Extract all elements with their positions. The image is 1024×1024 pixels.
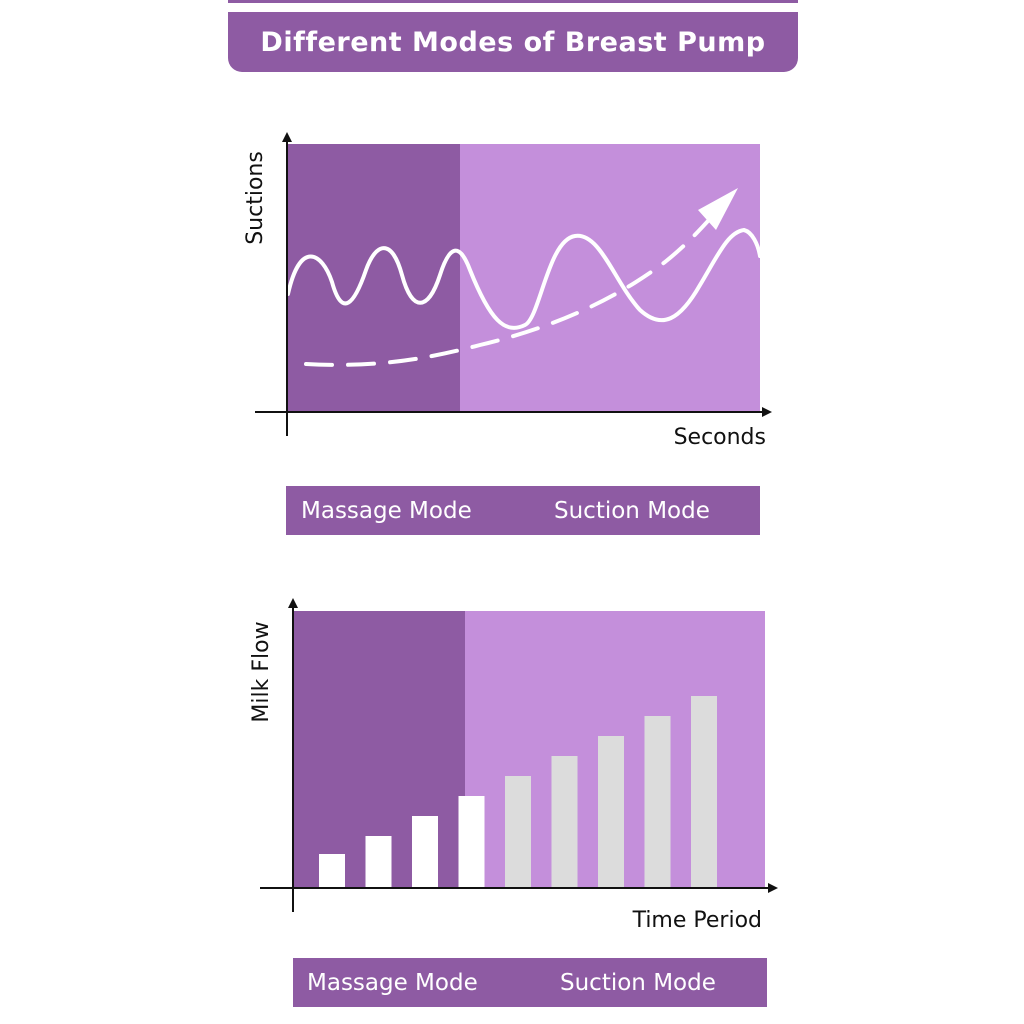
massage-mode-label: Massage Mode [301,497,472,524]
suction-mode-label: Suction Mode [560,969,716,996]
massage-mode-label: Massage Mode [307,969,478,996]
mode-legend-bar: Massage Mode Suction Mode [293,958,767,1007]
page-title: Different Modes of Breast Pump [228,12,798,72]
x-axis-label: Time Period [632,908,762,933]
y-axis-label: Milk Flow [249,621,274,722]
milk-flow-chart: Milk Flow Time Period [249,598,778,933]
milk-flow-bar [412,816,438,888]
mode-legend-bar: Massage Mode Suction Mode [286,486,760,535]
massage-zone [288,144,460,412]
milk-flow-bar [691,696,717,888]
milk-flow-bar [505,776,531,888]
suctions-chart: Suctions Seconds [243,132,772,450]
milk-flow-bar [551,756,578,888]
top-rule [228,0,798,3]
trend-arrow-head [698,188,738,230]
milk-flow-bar [319,854,345,888]
increase-trend-line [304,208,720,367]
milk-flow-bar [458,796,485,888]
suction-zone [460,144,760,412]
x-axis-label: Seconds [674,425,766,450]
suction-mode-label: Suction Mode [554,497,710,524]
milk-flow-bar [644,716,671,888]
milk-flow-bar [598,736,624,888]
milk-flow-bar [365,836,392,888]
suction-wave-line [286,227,762,330]
milk-flow-bars [319,696,717,888]
y-axis-label: Suctions [243,151,268,245]
